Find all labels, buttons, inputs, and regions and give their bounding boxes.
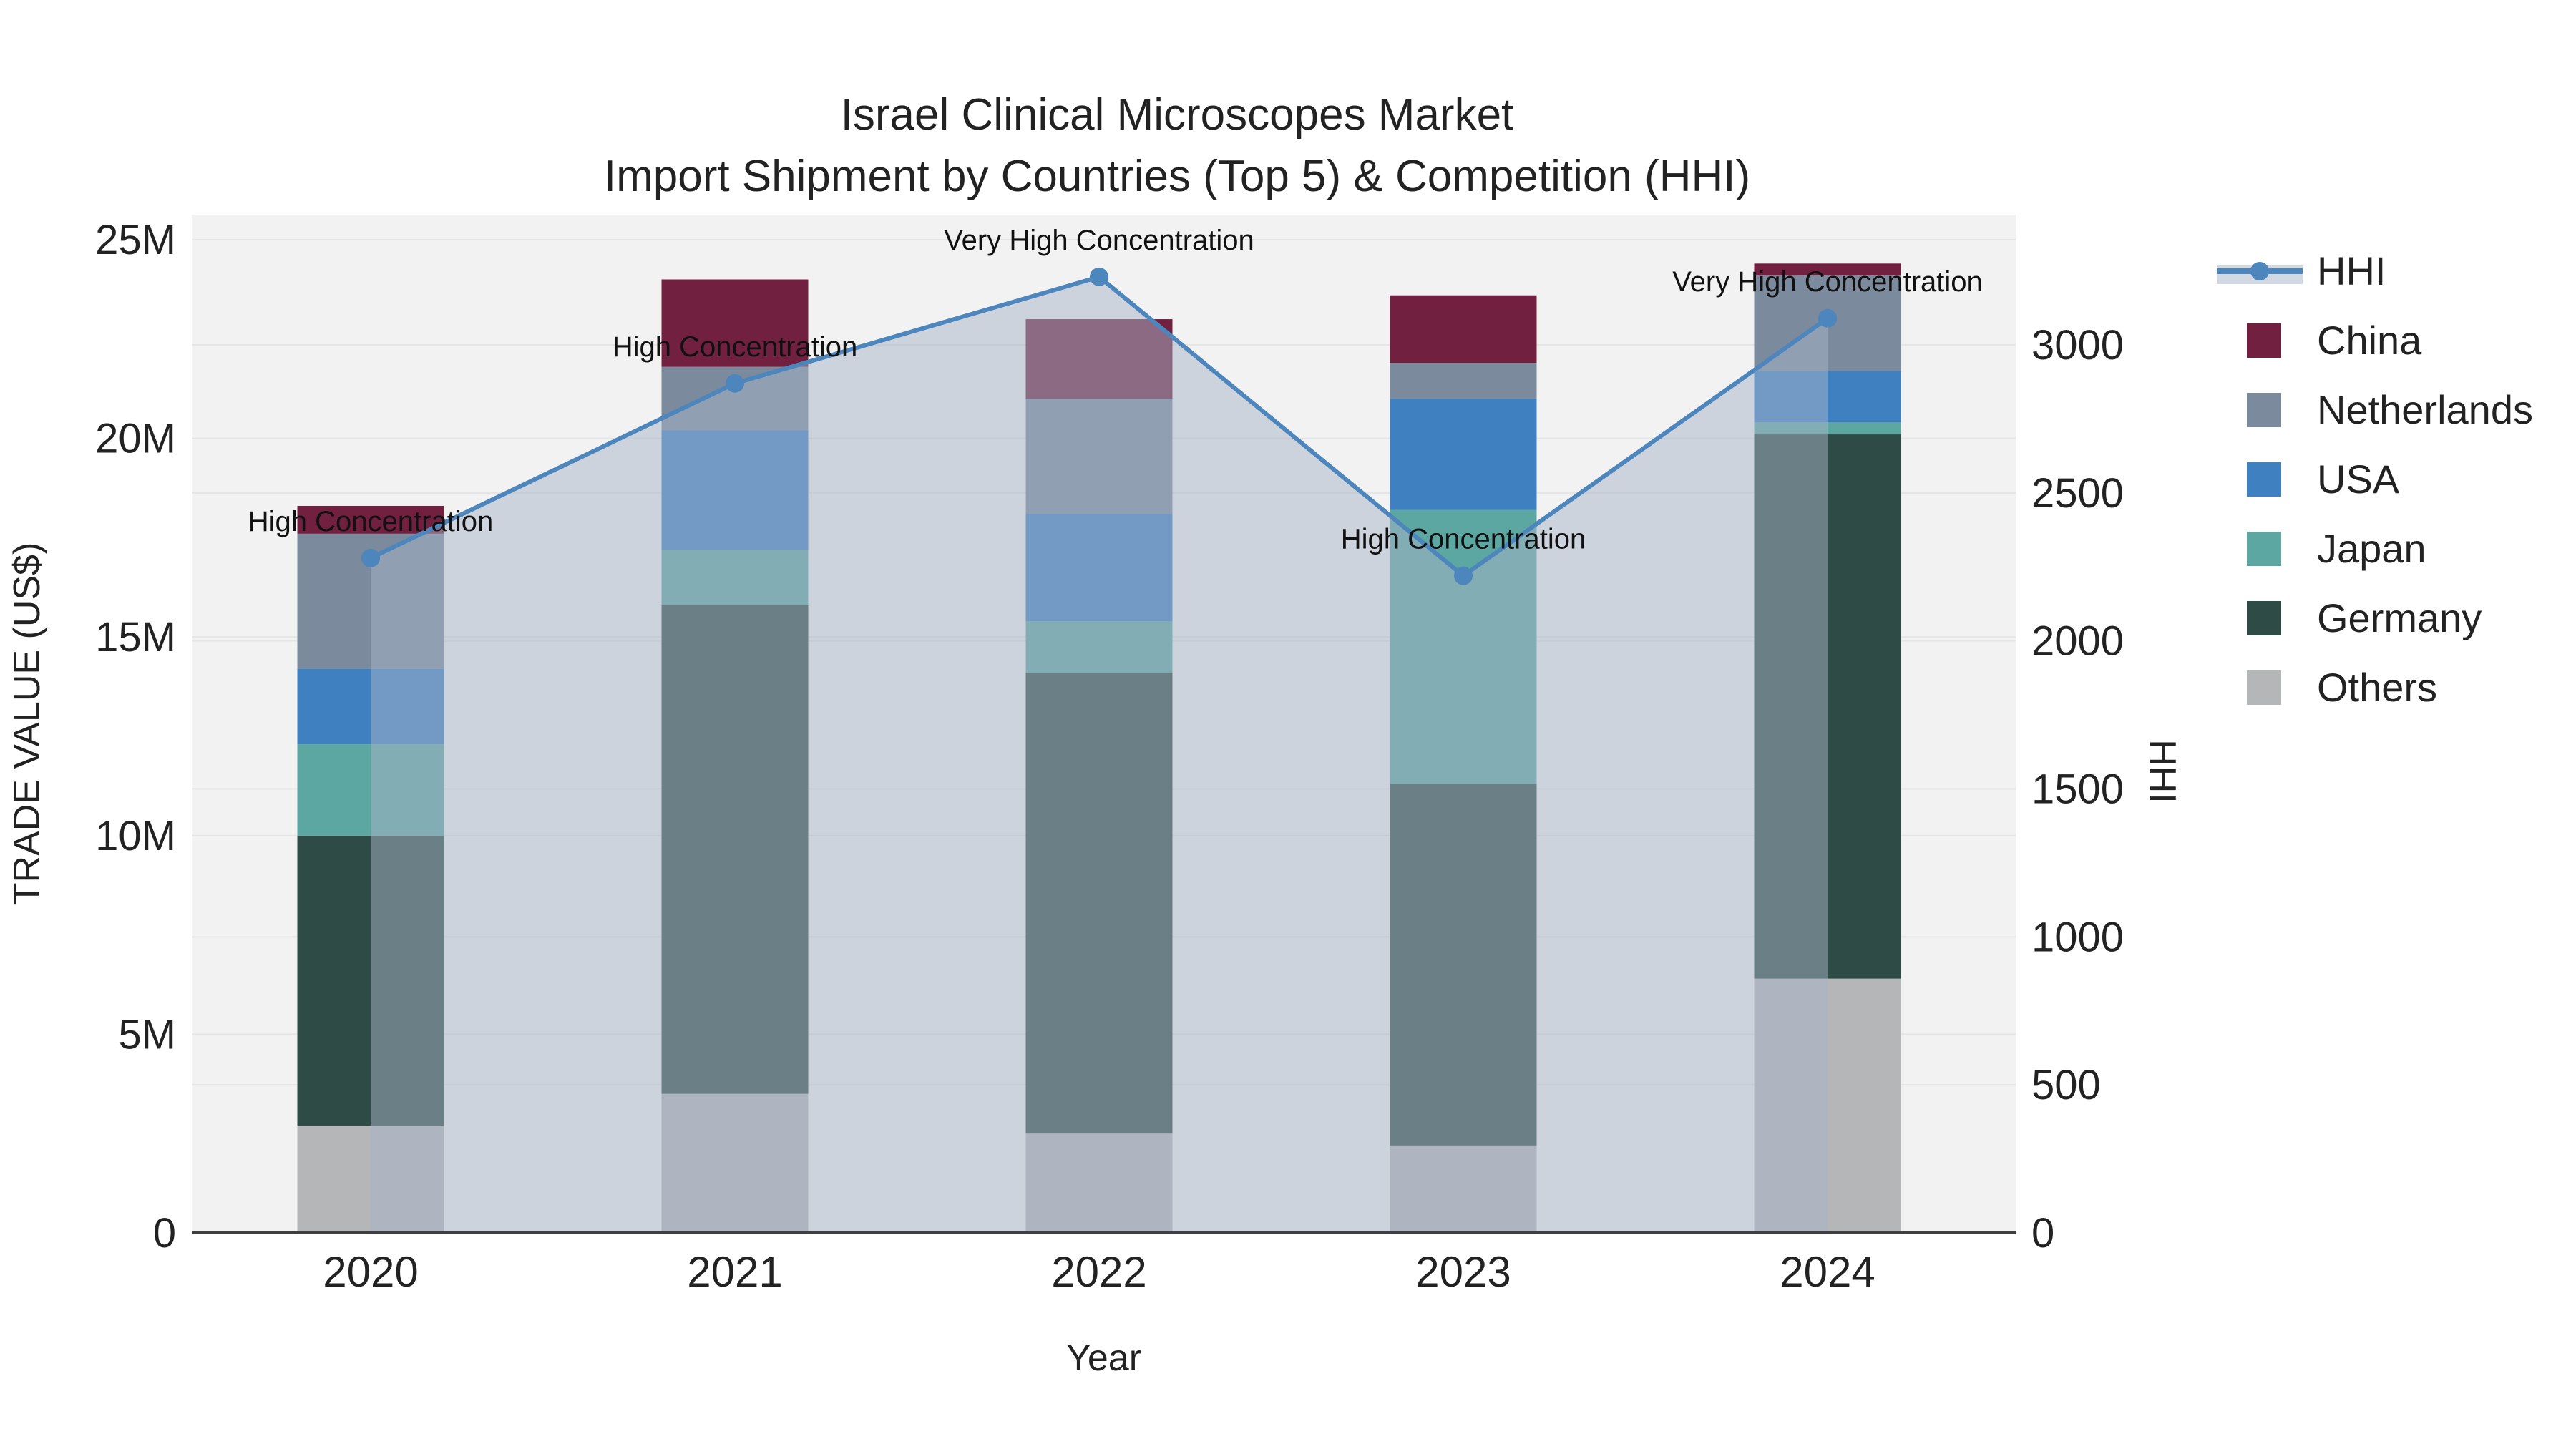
hhi-line-sample-icon xyxy=(2217,250,2310,293)
legend-label: USA xyxy=(2317,457,2400,502)
legend: HHI China Netherlands USA Japan Germany Others xyxy=(2217,236,2533,722)
bar-segment-2023-usa[interactable] xyxy=(1390,399,1537,510)
legend-label: Netherlands xyxy=(2317,387,2533,432)
annotation-2023: High Concentration xyxy=(1341,524,1586,555)
color-swatch-icon xyxy=(2217,389,2310,431)
right-axis-tick-2000: 2000 xyxy=(2031,618,2124,665)
legend-item-hhi[interactable]: HHI xyxy=(2217,236,2533,306)
legend-label: HHI xyxy=(2317,248,2386,293)
hhi-marker-2024[interactable] xyxy=(1818,308,1837,328)
bar-segment-2023-netherlands[interactable] xyxy=(1390,363,1537,399)
annotation-2020: High Concentration xyxy=(248,506,493,537)
bar-segment-2024-china[interactable] xyxy=(1754,263,1901,275)
annotation-2022: Very High Concentration xyxy=(944,225,1254,256)
hhi-marker-2023[interactable] xyxy=(1454,566,1473,585)
left-axis-tick-0: 0 xyxy=(153,1210,176,1257)
left-axis-tick-10M: 10M xyxy=(95,813,176,859)
right-axis-title: HHI xyxy=(2142,739,2183,804)
legend-item-japan[interactable]: Japan xyxy=(2217,514,2533,583)
left-axis-tick-5M: 5M xyxy=(118,1011,176,1058)
legend-item-china[interactable]: China xyxy=(2217,306,2533,375)
annotation-2021: High Concentration xyxy=(613,331,857,363)
legend-item-usa[interactable]: USA xyxy=(2217,444,2533,514)
right-axis-tick-0: 0 xyxy=(2031,1210,2054,1257)
hhi-marker-2020[interactable] xyxy=(361,548,380,567)
legend-label: Japan xyxy=(2317,526,2426,571)
x-axis-tick-2020: 2020 xyxy=(323,1248,418,1296)
right-axis-tick-3000: 3000 xyxy=(2031,322,2124,369)
color-swatch-icon xyxy=(2217,319,2310,362)
hhi-marker-2021[interactable] xyxy=(726,374,744,393)
bar-segment-2021-china[interactable] xyxy=(661,279,809,367)
left-axis-tick-20M: 20M xyxy=(95,416,176,462)
chart-title-line2: Import Shipment by Countries (Top 5) & C… xyxy=(603,151,1751,201)
x-axis-tick-2024: 2024 xyxy=(1780,1248,1875,1296)
color-swatch-icon xyxy=(2217,597,2310,640)
left-axis-title: TRADE VALUE (US$) xyxy=(6,542,48,906)
bar-segment-2020-china[interactable] xyxy=(297,505,444,534)
left-axis-tick-25M: 25M xyxy=(95,217,176,263)
legend-item-germany[interactable]: Germany xyxy=(2217,583,2533,653)
legend-item-others[interactable]: Others xyxy=(2217,653,2533,722)
x-axis-tick-2022: 2022 xyxy=(1051,1248,1146,1296)
right-axis-tick-2500: 2500 xyxy=(2031,470,2124,517)
color-swatch-icon xyxy=(2217,527,2310,570)
x-axis-title: Year xyxy=(1066,1337,1141,1379)
color-swatch-icon xyxy=(2217,666,2310,709)
x-axis-tick-2021: 2021 xyxy=(687,1248,782,1296)
legend-label: China xyxy=(2317,318,2422,363)
right-axis-tick-500: 500 xyxy=(2031,1062,2101,1108)
chart-title-line1: Israel Clinical Microscopes Market xyxy=(840,90,1514,140)
left-axis-tick-15M: 15M xyxy=(95,614,176,660)
hhi-marker-2022[interactable] xyxy=(1090,267,1108,286)
hhi-area-fill xyxy=(371,276,1828,1233)
right-axis-tick-1000: 1000 xyxy=(2031,914,2124,960)
legend-label: Others xyxy=(2317,665,2438,710)
right-axis-tick-1500: 1500 xyxy=(2031,766,2124,813)
legend-item-netherlands[interactable]: Netherlands xyxy=(2217,375,2533,444)
legend-label: Germany xyxy=(2317,595,2482,640)
annotation-2024: Very High Concentration xyxy=(1672,266,1983,298)
x-axis-tick-2023: 2023 xyxy=(1415,1248,1511,1296)
chart-title: Israel Clinical Microscopes Market Impor… xyxy=(0,84,2354,207)
color-swatch-icon xyxy=(2217,458,2310,501)
bar-segment-2023-china[interactable] xyxy=(1390,295,1537,364)
